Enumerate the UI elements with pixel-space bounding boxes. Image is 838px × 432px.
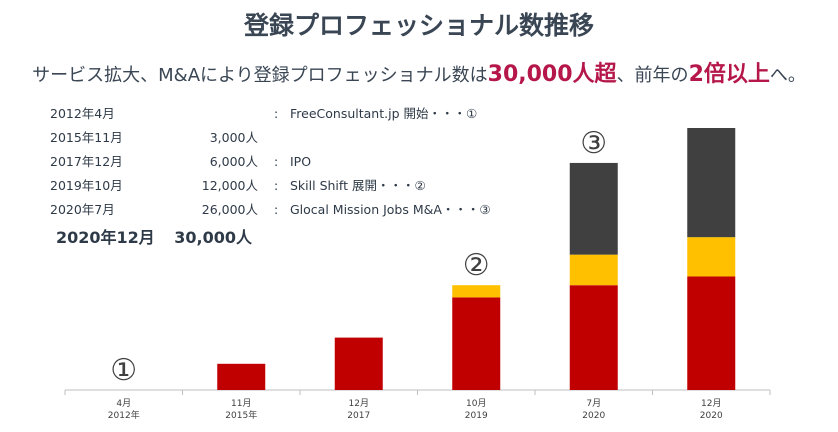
bar-segment-2 (452, 285, 501, 298)
timeline-date: 2019年10月 (50, 178, 123, 193)
x-tick-label-year: 2019 (465, 411, 488, 421)
x-tick-label-year: 2017 (347, 411, 370, 421)
subtitle-text-3: へ。 (769, 65, 806, 86)
timeline-separator: : (274, 106, 279, 121)
timeline-description: IPO (290, 154, 312, 169)
timeline-description: FreeConsultant.jp 開始・・・① (290, 106, 478, 121)
x-tick-label-month: 12月 (701, 398, 721, 409)
timeline-highlight-count: 30,000人 (174, 228, 252, 247)
bar-segment-1 (217, 363, 266, 390)
x-tick-label-year: 2015年 (225, 409, 257, 421)
x-tick-label-month: 12月 (349, 398, 369, 409)
subtitle-highlight-growth: 2倍以上 (688, 62, 770, 87)
x-tick-label-month: 4月 (116, 398, 131, 409)
x-tick-label-year: 2020 (582, 411, 605, 421)
bar-segment-1 (452, 297, 501, 390)
milestone-marker: ② (463, 248, 490, 283)
x-tick-label-year: 2012年 (108, 409, 140, 421)
timeline-separator: : (274, 178, 279, 193)
timeline-date: 2020年7月 (50, 202, 115, 217)
x-tick-label-year: 2020 (700, 411, 723, 421)
bar-segment-1 (687, 276, 736, 390)
timeline-date: 2015年11月 (50, 130, 123, 145)
bar-segment-3 (569, 162, 618, 255)
subtitle-text-2: 、前年の (616, 65, 689, 86)
timeline-date: 2012年4月 (50, 106, 115, 121)
subtitle-text-1: サービス拡大、M&Aにより登録プロフェッショナル数は (32, 65, 488, 86)
milestone-marker: ① (110, 353, 137, 388)
timeline-count: 3,000人 (209, 130, 258, 145)
x-tick-label-month: 10月 (466, 398, 486, 409)
x-tick-label-month: 11月 (231, 398, 251, 409)
timeline-description: Skill Shift 展開・・・② (290, 178, 426, 193)
bar-segment-1 (334, 337, 383, 390)
bar-segment-3 (687, 128, 736, 238)
timeline-separator: : (274, 154, 279, 169)
page-subtitle: サービス拡大、M&Aにより登録プロフェッショナル数は30,000人超、前年の2倍… (0, 56, 838, 88)
timeline-separator: : (274, 202, 279, 217)
page-title: 登録プロフェッショナル数推移 (243, 11, 594, 40)
bar-segment-1 (569, 285, 618, 390)
timeline-count: 6,000人 (209, 154, 258, 169)
x-tick-label-month: 7月 (586, 398, 601, 409)
timeline-count: 12,000人 (201, 178, 258, 193)
timeline-highlight-date: 2020年12月 (56, 228, 155, 247)
timeline-date: 2017年12月 (50, 154, 123, 169)
timeline-description: Glocal Mission Jobs M&A・・・③ (290, 202, 491, 217)
bar-segment-2 (687, 237, 736, 277)
subtitle-highlight-count: 30,000人超 (487, 62, 617, 87)
milestone-marker: ③ (580, 126, 607, 161)
bar-segment-2 (569, 254, 618, 286)
timeline-count: 26,000人 (201, 202, 258, 217)
